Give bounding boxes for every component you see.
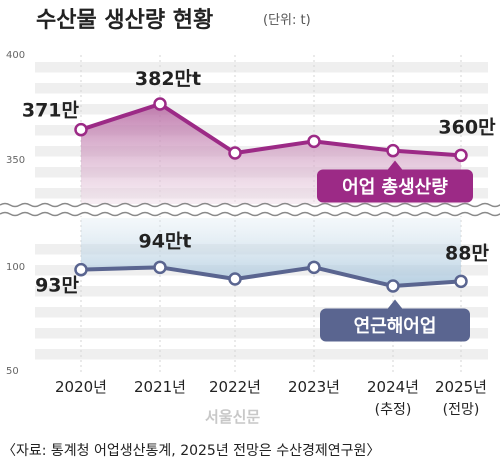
chart-title: 수산물 생산량 현황	[36, 8, 213, 33]
background-band	[35, 286, 488, 297]
data-point	[153, 260, 167, 275]
point-label: 382만t	[135, 68, 201, 90]
point-label: 94만t	[138, 230, 191, 252]
data-point	[228, 146, 242, 160]
point-label: 88만	[445, 242, 489, 264]
point-labels: 371만 382만t 360만 93만 94만t 88만	[22, 68, 496, 297]
data-point	[228, 272, 242, 286]
unit-label: (단위: t)	[263, 13, 311, 28]
series-lines	[80, 102, 462, 288]
background-band	[35, 307, 488, 318]
data-points	[74, 97, 468, 293]
data-point	[153, 97, 167, 111]
series-line	[80, 102, 462, 158]
data-point	[74, 122, 88, 137]
background-band	[35, 104, 488, 115]
point-label: 93만	[35, 275, 79, 297]
y-tick-label: 50	[6, 366, 19, 377]
source-note: 〈자료: 통계청 어업생산통계, 2025년 전망은 수산경제연구원〉	[2, 443, 380, 459]
x-tick-sublabel: (전망)	[443, 402, 480, 418]
point-label: 360만	[438, 116, 496, 138]
x-tick-label: 2021년	[134, 378, 186, 396]
data-point	[454, 274, 468, 289]
background-band	[35, 328, 488, 339]
x-tick-label: 2022년	[209, 378, 261, 396]
series-line	[80, 265, 462, 288]
x-tick-label: 2025년	[435, 378, 487, 396]
y-tick-label: 100	[6, 262, 25, 273]
y-tick-label: 350	[6, 155, 25, 166]
x-tick-sublabel: (추정)	[375, 402, 412, 418]
x-tick-label: 2023년	[288, 378, 340, 396]
background-band	[35, 349, 488, 360]
newspaper-logo: 서울신문	[205, 408, 260, 426]
data-point	[386, 143, 400, 158]
x-tick-labels: 2020년 2021년 2022년 2023년 2024년 (추정) 2025년 (전망)	[55, 378, 487, 418]
axis-break-mark	[0, 202, 500, 217]
y-tick-labels: 400 350 100 50	[6, 50, 25, 377]
data-point	[454, 148, 468, 163]
series-badge-label: 연근해어업	[354, 316, 437, 337]
x-tick-label: 2020년	[55, 378, 107, 396]
badge-pointer	[387, 160, 403, 171]
series-badge	[317, 169, 473, 203]
data-point	[307, 260, 321, 275]
background-band	[35, 125, 488, 136]
background-band	[35, 62, 488, 73]
break-line	[0, 211, 500, 217]
badge-pointer	[387, 299, 403, 310]
background-band	[35, 83, 488, 94]
x-tick-label: 2024년	[367, 378, 419, 396]
data-point	[307, 134, 321, 149]
series-badge	[320, 308, 470, 342]
series-badge-label: 어업 총생산량	[342, 177, 448, 198]
data-point	[74, 262, 88, 277]
data-point	[386, 279, 400, 293]
y-tick-label: 400	[6, 50, 25, 61]
point-label: 371만	[22, 100, 80, 122]
break-line	[0, 202, 500, 208]
